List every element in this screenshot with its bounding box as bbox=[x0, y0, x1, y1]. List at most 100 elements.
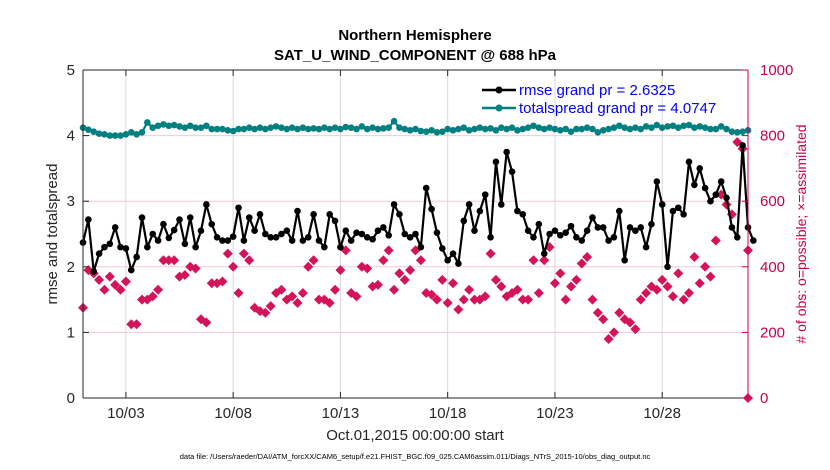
totalspread-point bbox=[701, 124, 709, 132]
obs-assimilated-point bbox=[528, 255, 539, 266]
rmse-point bbox=[278, 230, 285, 238]
obs-assimilated-point bbox=[453, 304, 464, 315]
rmse-point bbox=[401, 230, 409, 238]
totalspread-point bbox=[176, 123, 183, 130]
obs-assimilated-point bbox=[560, 294, 571, 305]
obs-assimilated-point bbox=[700, 261, 711, 272]
totalspread-point bbox=[594, 129, 602, 136]
rmse-point bbox=[508, 168, 516, 175]
totalspread-point bbox=[358, 123, 366, 130]
totalspread-point bbox=[401, 125, 409, 133]
totalspread-point bbox=[331, 124, 339, 132]
totalspread-point bbox=[712, 125, 720, 133]
obs-assimilated-point bbox=[684, 288, 695, 299]
obs-assimilated-point bbox=[523, 294, 534, 305]
totalspread-point bbox=[589, 125, 596, 133]
totalspread-point bbox=[385, 124, 392, 132]
y2-tick-label: 0 bbox=[760, 390, 768, 407]
totalspread-point bbox=[321, 124, 328, 132]
y2-tick-label: 1000 bbox=[760, 62, 793, 79]
obs-assimilated-point bbox=[147, 291, 158, 302]
obs-assimilated-point bbox=[689, 251, 700, 262]
obs-assimilated-point bbox=[448, 278, 459, 289]
totalspread-point bbox=[122, 130, 130, 138]
rmse-point bbox=[685, 158, 693, 166]
totalspread-point bbox=[503, 125, 510, 133]
y2-tick-label: 600 bbox=[760, 193, 785, 210]
obs-assimilated-point bbox=[383, 245, 394, 256]
totalspread-point bbox=[487, 125, 494, 132]
totalspread-point bbox=[90, 128, 98, 135]
rmse-point bbox=[551, 227, 559, 235]
obs-assimilated-point bbox=[201, 317, 212, 328]
totalspread-point bbox=[556, 127, 564, 134]
rmse-point bbox=[213, 233, 221, 241]
totalspread-point bbox=[514, 127, 521, 134]
rmse-point bbox=[728, 224, 736, 231]
rmse-point bbox=[240, 237, 248, 244]
obs-assimilated-point bbox=[533, 288, 544, 299]
axes: 10/03 10/08 10/13 10/18 10/23 10/28 0 1 2 3 4 5 0 200… bbox=[67, 62, 794, 422]
rmse-point bbox=[347, 237, 355, 244]
rmse-point bbox=[524, 227, 532, 235]
totalspread-point bbox=[691, 124, 698, 132]
obs-assimilated-point bbox=[158, 255, 169, 266]
obs-assimilated-point bbox=[244, 255, 255, 266]
x-tick-label: 10/08 bbox=[214, 405, 252, 422]
rmse-point bbox=[245, 214, 253, 221]
rmse-point bbox=[717, 178, 725, 185]
totalspread-point bbox=[85, 126, 92, 133]
rmse-point bbox=[723, 194, 730, 202]
totalspread-point bbox=[530, 122, 537, 130]
rmse-point bbox=[733, 233, 741, 241]
rmse-point bbox=[154, 237, 162, 244]
rmse-point bbox=[546, 230, 553, 238]
totalspread-point bbox=[106, 132, 114, 139]
obs-assimilated-point bbox=[136, 294, 147, 305]
rmse-point bbox=[192, 243, 199, 251]
obs-assimilated-point bbox=[415, 255, 426, 266]
obs-assimilated-point bbox=[394, 268, 405, 279]
rmse-point bbox=[465, 201, 473, 208]
rmse-point bbox=[599, 224, 607, 231]
totalspread-point bbox=[422, 128, 430, 135]
totalspread-point bbox=[262, 125, 269, 133]
y-tick-label: 0 bbox=[67, 390, 75, 407]
totalspread-point bbox=[562, 125, 569, 133]
obs-assimilated-point bbox=[710, 235, 721, 246]
obs-assimilated-point bbox=[667, 291, 678, 302]
obs-assimilated-point bbox=[673, 268, 684, 279]
totalspread-point bbox=[374, 125, 382, 133]
obs-assimilated-point bbox=[625, 317, 636, 328]
totalspread-point bbox=[444, 125, 451, 133]
rmse-point bbox=[712, 191, 720, 198]
obs-assimilated-point bbox=[297, 288, 308, 299]
totalspread-point bbox=[674, 124, 682, 132]
totalspread-point bbox=[621, 124, 628, 132]
totalspread-point bbox=[235, 125, 242, 133]
rmse-point bbox=[229, 233, 237, 240]
rmse-point bbox=[353, 229, 360, 236]
rmse-point bbox=[696, 165, 704, 172]
rmse-point bbox=[589, 214, 596, 221]
y-tick-label: 2 bbox=[67, 259, 75, 276]
rmse-point bbox=[417, 243, 425, 251]
totalspread-point bbox=[717, 123, 725, 130]
totalspread-point bbox=[380, 125, 387, 132]
obs-assimilated-point bbox=[372, 279, 383, 290]
rmse-point bbox=[449, 250, 457, 257]
obs-assimilated-point bbox=[120, 276, 131, 287]
totalspread-point bbox=[455, 125, 462, 133]
totalspread-point bbox=[605, 125, 612, 133]
rmse-point bbox=[648, 220, 655, 228]
obs-assimilated-point bbox=[94, 274, 105, 285]
obs-assimilated-point bbox=[115, 284, 126, 295]
obs-assimilated-point bbox=[678, 294, 689, 305]
rmse-point bbox=[433, 229, 441, 236]
legend: rmse grand pr = 2.6325 totalspread grand… bbox=[482, 82, 716, 117]
obs-assimilated-point bbox=[603, 333, 614, 344]
obs-assimilated-point bbox=[190, 263, 201, 274]
rmse-point bbox=[181, 240, 189, 248]
rmse-point bbox=[439, 245, 446, 252]
obs-assimilated-point bbox=[458, 294, 469, 305]
